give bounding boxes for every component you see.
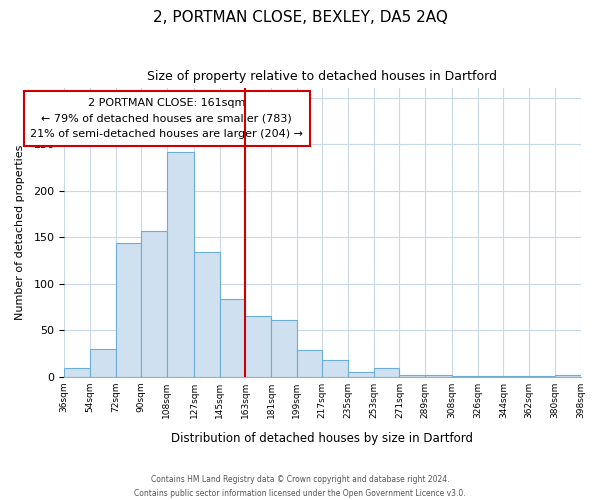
Title: Size of property relative to detached houses in Dartford: Size of property relative to detached ho… xyxy=(148,70,497,83)
Text: Contains HM Land Registry data © Crown copyright and database right 2024.
Contai: Contains HM Land Registry data © Crown c… xyxy=(134,476,466,498)
Bar xyxy=(245,316,271,377)
Bar xyxy=(271,320,296,377)
Bar xyxy=(322,360,348,377)
Bar xyxy=(348,372,374,377)
Text: 2, PORTMAN CLOSE, BEXLEY, DA5 2AQ: 2, PORTMAN CLOSE, BEXLEY, DA5 2AQ xyxy=(152,10,448,25)
Bar xyxy=(374,368,400,377)
Bar xyxy=(503,376,529,377)
Bar xyxy=(90,349,116,377)
Bar xyxy=(478,376,503,377)
Bar xyxy=(425,375,452,377)
Bar xyxy=(64,368,90,377)
Bar xyxy=(116,243,141,377)
Bar xyxy=(141,230,167,377)
X-axis label: Distribution of detached houses by size in Dartford: Distribution of detached houses by size … xyxy=(172,432,473,445)
Bar xyxy=(555,375,581,377)
Bar xyxy=(296,350,322,377)
Y-axis label: Number of detached properties: Number of detached properties xyxy=(15,145,25,320)
Bar xyxy=(167,152,194,377)
Bar xyxy=(400,375,425,377)
Bar xyxy=(194,252,220,377)
Bar xyxy=(529,376,555,377)
Bar xyxy=(452,376,478,377)
Bar xyxy=(220,298,245,377)
Text: 2 PORTMAN CLOSE: 161sqm
← 79% of detached houses are smaller (783)
21% of semi-d: 2 PORTMAN CLOSE: 161sqm ← 79% of detache… xyxy=(31,98,304,139)
